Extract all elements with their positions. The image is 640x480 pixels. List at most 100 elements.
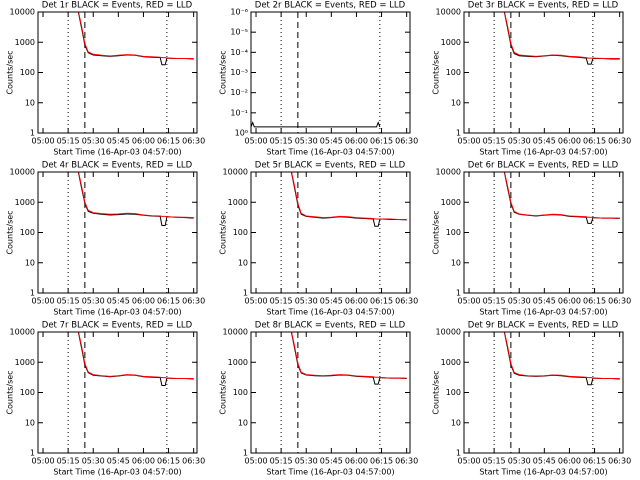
x-tick-label: 06:30	[395, 297, 418, 306]
chart-title: Det 3r BLACK = Events, RED = LLD	[468, 1, 619, 11]
x-tick-label: 06:30	[395, 137, 418, 146]
y-tick-label: 100	[20, 68, 35, 77]
x-tick-label: 05:15	[57, 297, 80, 306]
y-tick-label: 1	[243, 449, 248, 458]
x-tick-label: 05:30	[82, 297, 105, 306]
x-axis-title: Start Time (16-Apr-03 04:57:00)	[479, 308, 607, 317]
plot-frame	[250, 11, 411, 134]
y-tick-label: 10⁻³	[230, 68, 248, 77]
x-tick-label: 05:45	[320, 137, 343, 146]
y-tick-label: 100	[20, 228, 35, 237]
series-line	[77, 332, 194, 379]
y-tick-label: 10	[238, 258, 248, 267]
y-tick-label: 10000	[436, 8, 461, 17]
y-tick-label: 10000	[10, 168, 35, 177]
x-tick-label: 05:30	[295, 137, 318, 146]
y-tick-label: 1000	[228, 358, 248, 367]
y-tick-label: 10	[238, 418, 248, 427]
x-axis-title: Start Time (16-Apr-03 04:57:00)	[266, 148, 394, 157]
x-axis-title: Start Time (16-Apr-03 04:57:00)	[53, 308, 181, 317]
x-tick-label: 06:30	[182, 457, 205, 466]
x-tick-label: 06:00	[132, 137, 155, 146]
x-tick-label: 05:00	[31, 457, 54, 466]
plot-frame	[463, 331, 624, 454]
x-tick-label: 06:15	[583, 137, 606, 146]
y-tick-label: 10	[25, 418, 35, 427]
x-axis-title: Start Time (16-Apr-03 04:57:00)	[266, 308, 394, 317]
y-tick-label: 100	[233, 388, 248, 397]
x-tick-label: 06:15	[157, 297, 180, 306]
series-line	[77, 172, 194, 219]
x-tick-label: 05:45	[533, 137, 556, 146]
x-tick-label: 05:30	[508, 297, 531, 306]
y-tick-label: 1000	[15, 358, 35, 367]
x-tick-label: 05:45	[320, 457, 343, 466]
x-tick-label: 05:00	[31, 297, 54, 306]
x-tick-label: 06:15	[370, 297, 393, 306]
y-axis-title: Counts/sec	[219, 210, 228, 254]
chart-title: Det 8r BLACK = Events, RED = LLD	[255, 321, 406, 331]
x-tick-label: 06:00	[132, 457, 155, 466]
plot-frame	[250, 331, 411, 454]
x-tick-label: 05:45	[320, 297, 343, 306]
plot-frame	[463, 171, 624, 294]
x-tick-label: 06:30	[182, 137, 205, 146]
x-tick-label: 06:15	[370, 457, 393, 466]
chart-title: Det 7r BLACK = Events, RED = LLD	[42, 321, 193, 331]
x-tick-label: 06:30	[608, 137, 631, 146]
x-tick-label: 05:15	[57, 457, 80, 466]
series-line	[290, 172, 407, 220]
y-tick-label: 10⁻²	[230, 88, 248, 97]
x-tick-label: 05:30	[295, 297, 318, 306]
plot-frame	[37, 171, 198, 294]
x-tick-label: 06:00	[345, 457, 368, 466]
y-axis-title: Counts/sec	[6, 50, 15, 94]
y-tick-label: 100	[20, 388, 35, 397]
x-tick-label: 05:00	[244, 137, 267, 146]
x-tick-label: 06:00	[558, 297, 581, 306]
y-tick-label: 10⁰	[235, 129, 248, 138]
x-tick-label: 05:00	[457, 137, 480, 146]
x-tick-label: 06:30	[608, 457, 631, 466]
y-tick-label: 1000	[15, 198, 35, 207]
y-tick-label: 1	[456, 449, 461, 458]
y-tick-label: 10	[25, 258, 35, 267]
x-tick-label: 06:00	[132, 297, 155, 306]
x-tick-label: 06:30	[608, 297, 631, 306]
x-tick-label: 06:15	[583, 457, 606, 466]
y-tick-label: 10	[451, 258, 461, 267]
y-tick-label: 1	[30, 129, 35, 138]
chart-title: Det 9r BLACK = Events, RED = LLD	[468, 321, 619, 331]
y-tick-label: 10000	[10, 328, 35, 337]
x-tick-label: 05:15	[270, 137, 293, 146]
x-tick-label: 06:00	[558, 457, 581, 466]
x-tick-label: 05:00	[31, 137, 54, 146]
chart-title: Det 6r BLACK = Events, RED = LLD	[468, 161, 619, 171]
x-axis-title: Start Time (16-Apr-03 04:57:00)	[479, 468, 607, 477]
x-tick-label: 06:00	[345, 297, 368, 306]
y-tick-label: 10000	[436, 328, 461, 337]
x-tick-label: 05:15	[270, 297, 293, 306]
y-tick-label: 1000	[441, 38, 461, 47]
x-tick-label: 05:00	[457, 457, 480, 466]
x-tick-label: 05:45	[107, 457, 130, 466]
x-axis-title: Start Time (16-Apr-03 04:57:00)	[53, 148, 181, 157]
x-tick-label: 06:30	[182, 297, 205, 306]
y-tick-label: 1000	[15, 38, 35, 47]
y-tick-label: 10	[25, 98, 35, 107]
plot-frame	[37, 331, 198, 454]
y-tick-label: 1	[456, 289, 461, 298]
y-tick-label: 10⁻¹	[230, 108, 248, 117]
x-tick-label: 05:15	[57, 137, 80, 146]
chart-title: Det 4r BLACK = Events, RED = LLD	[42, 161, 193, 171]
y-axis-title: Counts/sec	[432, 370, 441, 414]
x-tick-label: 05:00	[244, 457, 267, 466]
y-tick-label: 1000	[441, 198, 461, 207]
x-tick-label: 05:00	[457, 297, 480, 306]
x-tick-label: 06:30	[395, 457, 418, 466]
series-line	[290, 332, 407, 379]
x-tick-label: 05:30	[508, 137, 531, 146]
plot-frame	[37, 11, 198, 134]
x-tick-label: 05:15	[483, 297, 506, 306]
